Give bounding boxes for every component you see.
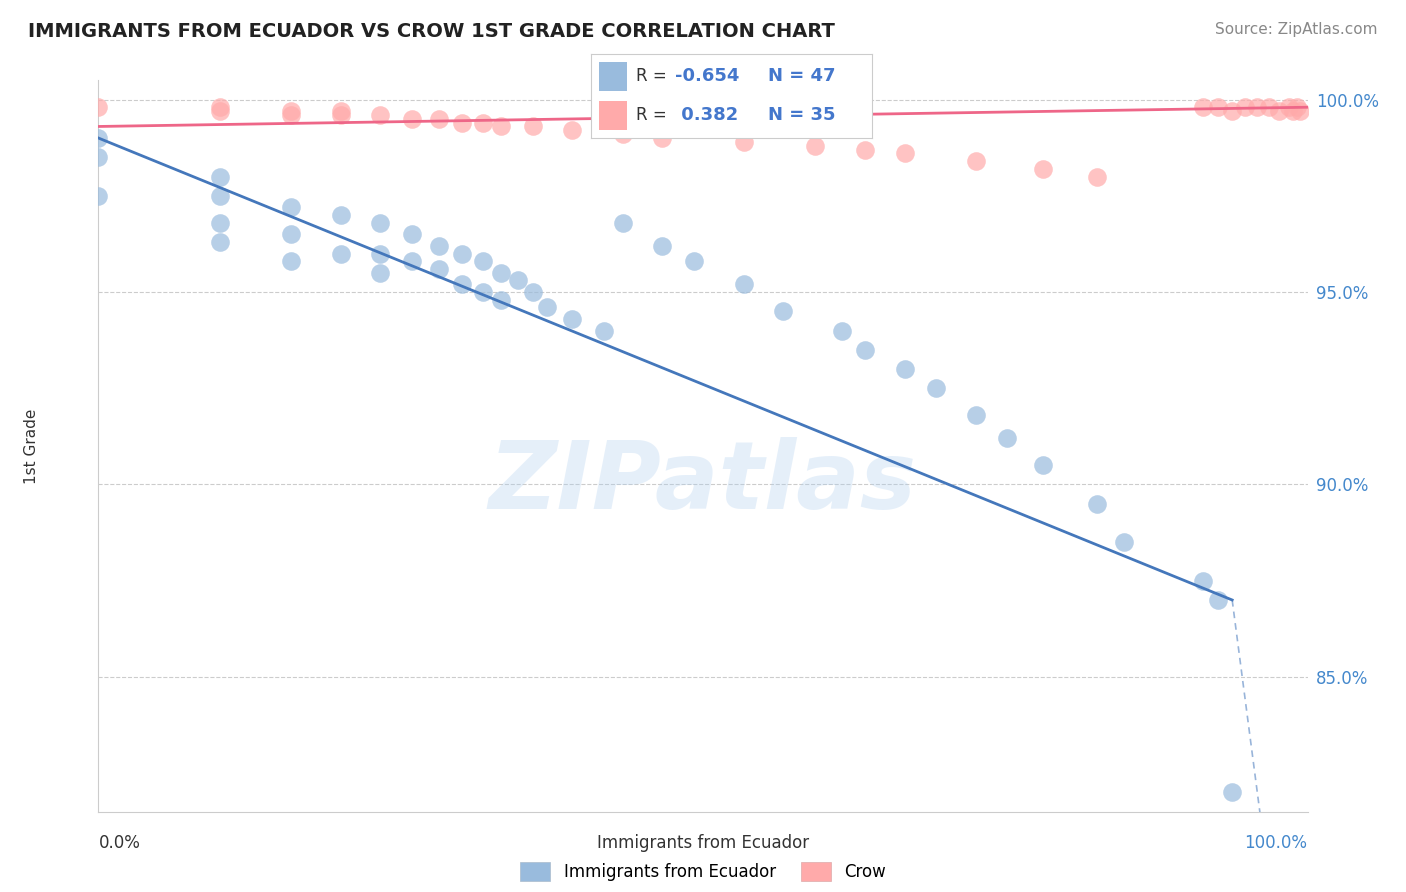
- Point: [522, 120, 544, 134]
- Point: [427, 239, 450, 253]
- Point: [1085, 169, 1108, 184]
- Point: [280, 254, 302, 268]
- Point: [804, 138, 827, 153]
- Point: [508, 273, 530, 287]
- Point: [733, 135, 755, 149]
- Point: [536, 301, 558, 315]
- Point: [893, 362, 915, 376]
- Point: [427, 261, 450, 276]
- Point: [612, 216, 634, 230]
- Point: [491, 293, 513, 307]
- Point: [997, 431, 1019, 445]
- Point: [612, 127, 634, 141]
- Point: [855, 343, 877, 357]
- Point: [1112, 535, 1135, 549]
- Text: Immigrants from Ecuador: Immigrants from Ecuador: [598, 834, 808, 852]
- Point: [651, 131, 673, 145]
- Point: [208, 100, 231, 114]
- Point: [208, 235, 231, 249]
- Point: [651, 239, 673, 253]
- Point: [491, 266, 513, 280]
- Text: 1st Grade: 1st Grade: [24, 409, 39, 483]
- Point: [330, 108, 353, 122]
- Point: [401, 227, 423, 242]
- Point: [893, 146, 915, 161]
- Point: [1285, 100, 1308, 114]
- Point: [368, 266, 391, 280]
- Point: [427, 112, 450, 126]
- Point: [87, 131, 110, 145]
- Point: [1085, 497, 1108, 511]
- Point: [593, 324, 616, 338]
- Point: [561, 123, 583, 137]
- Point: [401, 112, 423, 126]
- Text: N = 47: N = 47: [768, 68, 835, 86]
- Point: [1206, 593, 1229, 607]
- Point: [1206, 100, 1229, 114]
- Point: [451, 246, 474, 260]
- Point: [1278, 100, 1301, 114]
- FancyBboxPatch shape: [599, 101, 627, 130]
- Point: [1031, 458, 1053, 473]
- Point: [330, 104, 353, 119]
- Point: [472, 285, 495, 299]
- Point: [87, 100, 110, 114]
- Text: Source: ZipAtlas.com: Source: ZipAtlas.com: [1215, 22, 1378, 37]
- Point: [368, 108, 391, 122]
- Point: [1257, 100, 1279, 114]
- Point: [831, 324, 853, 338]
- Point: [208, 104, 231, 119]
- Point: [472, 254, 495, 268]
- Point: [925, 381, 948, 395]
- Point: [1192, 574, 1215, 588]
- Point: [855, 143, 877, 157]
- Point: [1220, 785, 1243, 799]
- Point: [472, 115, 495, 129]
- Point: [1282, 104, 1305, 119]
- Point: [208, 169, 231, 184]
- Text: -0.654: -0.654: [675, 68, 740, 86]
- Point: [1268, 104, 1291, 119]
- Point: [451, 277, 474, 292]
- Point: [1192, 100, 1215, 114]
- Point: [965, 154, 987, 169]
- Point: [682, 254, 704, 268]
- Point: [1220, 104, 1243, 119]
- Point: [330, 246, 353, 260]
- Point: [280, 200, 302, 214]
- Point: [280, 104, 302, 119]
- Point: [772, 304, 794, 318]
- Text: ZIPatlas: ZIPatlas: [489, 436, 917, 529]
- Point: [1289, 104, 1312, 119]
- Text: R =: R =: [636, 106, 672, 124]
- Legend: Immigrants from Ecuador, Crow: Immigrants from Ecuador, Crow: [513, 855, 893, 888]
- Point: [280, 227, 302, 242]
- Point: [965, 408, 987, 422]
- Point: [491, 120, 513, 134]
- Point: [561, 312, 583, 326]
- Text: 100.0%: 100.0%: [1244, 834, 1308, 852]
- Point: [1234, 100, 1257, 114]
- Point: [1031, 161, 1053, 176]
- Point: [733, 277, 755, 292]
- Point: [401, 254, 423, 268]
- Point: [368, 216, 391, 230]
- Point: [330, 208, 353, 222]
- Point: [208, 188, 231, 202]
- Text: IMMIGRANTS FROM ECUADOR VS CROW 1ST GRADE CORRELATION CHART: IMMIGRANTS FROM ECUADOR VS CROW 1ST GRAD…: [28, 22, 835, 41]
- Text: 0.382: 0.382: [675, 106, 738, 124]
- Point: [87, 150, 110, 164]
- Point: [451, 115, 474, 129]
- Text: R =: R =: [636, 68, 672, 86]
- Point: [522, 285, 544, 299]
- Point: [208, 216, 231, 230]
- Point: [87, 188, 110, 202]
- FancyBboxPatch shape: [599, 62, 627, 91]
- Text: 0.0%: 0.0%: [98, 834, 141, 852]
- Point: [1246, 100, 1268, 114]
- Point: [368, 246, 391, 260]
- Text: N = 35: N = 35: [768, 106, 835, 124]
- Point: [280, 108, 302, 122]
